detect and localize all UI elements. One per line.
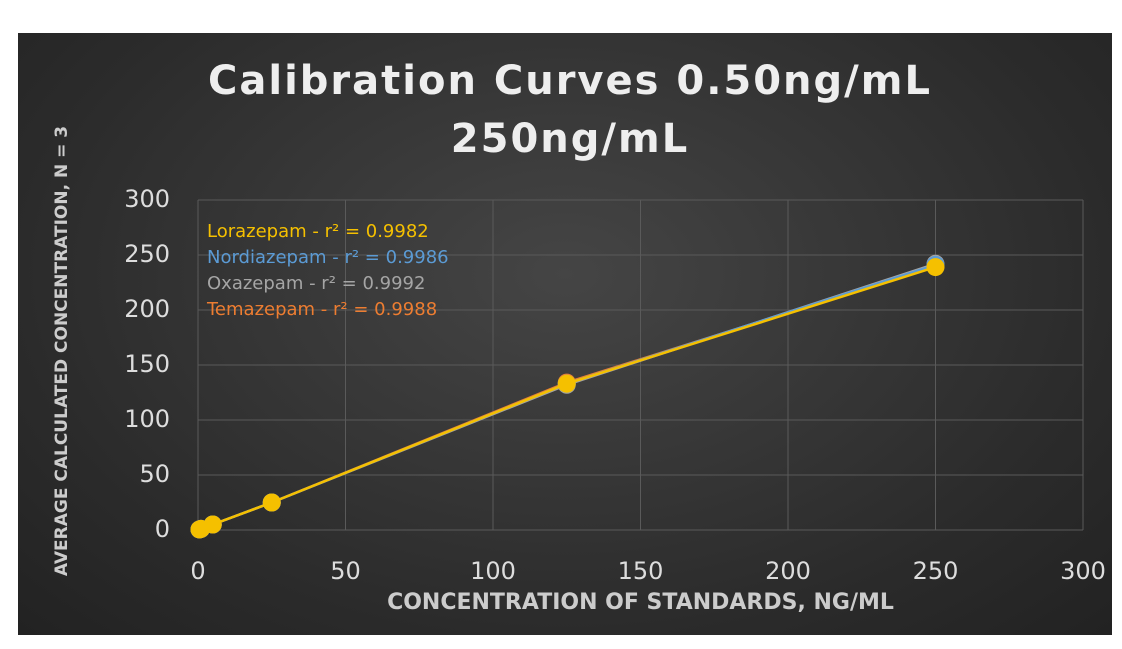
y-tick-label: 250 — [124, 240, 170, 268]
data-point — [262, 493, 281, 512]
x-axis-label: CONCENTRATION OF STANDARDS, NG/ML — [387, 590, 894, 615]
y-axis-label: AVERAGE CALCULATED CONCENTRATION, N = 3 — [52, 125, 72, 577]
y-tick-label: 150 — [124, 350, 170, 378]
y-tick-label: 0 — [155, 515, 170, 543]
x-tick-label: 300 — [1060, 557, 1106, 585]
x-tick-label: 150 — [618, 557, 664, 585]
legend-entry: Temazepam - r² = 0.9988 — [206, 299, 437, 320]
legend-entry: Oxazepam - r² = 0.9992 — [207, 273, 425, 294]
x-tick-label: 50 — [330, 557, 361, 585]
legend-entry: Nordiazepam - r² = 0.9986 — [207, 247, 449, 268]
y-tick-label: 100 — [124, 405, 170, 433]
x-tick-label: 250 — [913, 557, 959, 585]
x-tick-label: 200 — [765, 557, 811, 585]
x-tick-label: 100 — [470, 557, 516, 585]
x-tick-label: 0 — [190, 557, 205, 585]
data-point — [203, 515, 222, 534]
data-point — [557, 374, 576, 393]
data-point — [926, 258, 945, 277]
legend-entry: Lorazepam - r² = 0.9982 — [207, 221, 429, 242]
chart-title: Calibration Curves 0.50ng/mL 250ng/mL — [208, 58, 932, 162]
y-tick-label: 200 — [124, 295, 170, 323]
y-tick-label: 300 — [124, 185, 170, 213]
y-tick-label: 50 — [139, 460, 170, 488]
